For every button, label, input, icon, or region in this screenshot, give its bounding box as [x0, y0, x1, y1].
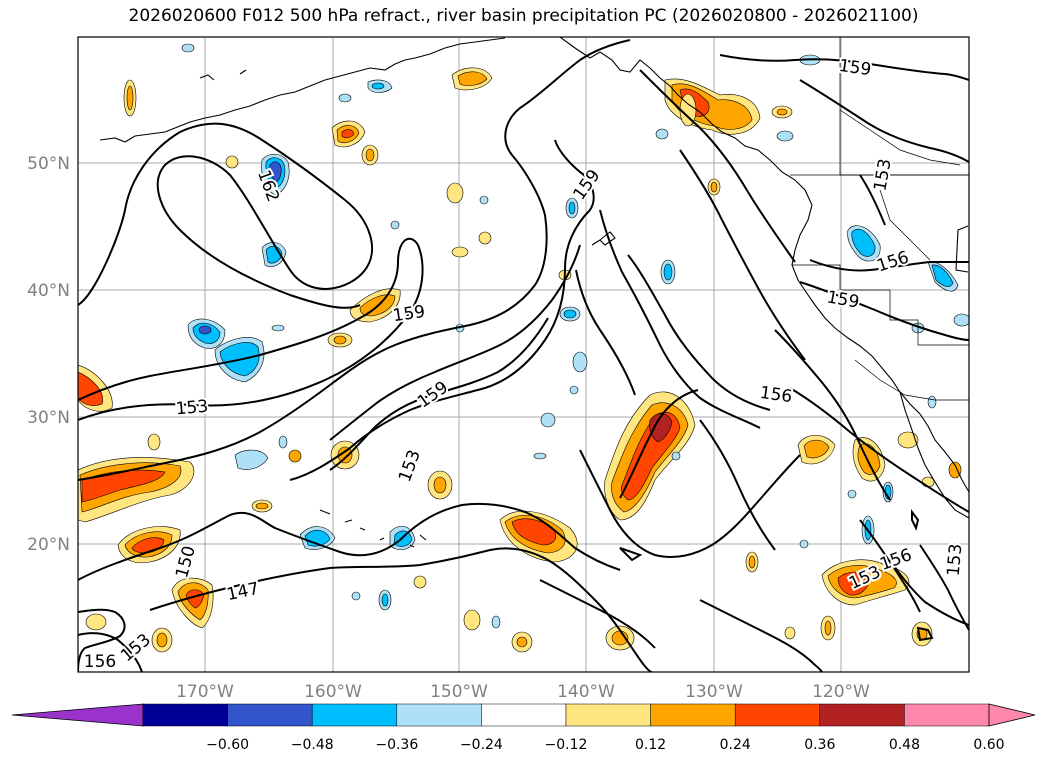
lat-label-30n: 30°N	[27, 408, 70, 428]
lat-label-20n: 20°N	[27, 535, 70, 555]
contour-label: 153	[944, 543, 967, 577]
longitude-labels: 170°W 160°W 150°W 140°W 130°W 120°W	[176, 682, 870, 702]
colorbar-tick-label: −0.36	[375, 737, 418, 753]
colorbar-tick-label: 0.12	[635, 737, 666, 753]
colorbar-tick-label: 0.24	[720, 737, 751, 753]
colorbar-tick-label: −0.24	[460, 737, 503, 753]
lon-label-160w: 160°W	[304, 682, 362, 702]
colorbar-segment	[650, 703, 736, 727]
colorbar-tick-label: 0.60	[973, 737, 1004, 753]
colorbar-tick-label: 0.36	[804, 737, 835, 753]
colorbar-tick-label: −0.48	[291, 737, 334, 753]
lat-label-50n: 50°N	[27, 154, 70, 174]
lat-label-40n: 40°N	[27, 281, 70, 301]
contour-label: 156	[84, 652, 116, 672]
lon-label-130w: 130°W	[685, 682, 743, 702]
colorbar-tick-label: −0.60	[206, 737, 249, 753]
colorbar-segment	[396, 703, 482, 727]
colorbar-extend-low	[11, 703, 144, 727]
contour-label: 159	[838, 56, 873, 80]
colorbar-segment	[734, 703, 821, 727]
contour-label: 153	[175, 397, 209, 420]
colorbar-segment	[227, 703, 313, 727]
borders	[790, 37, 969, 401]
lon-label-150w: 150°W	[430, 682, 488, 702]
colorbar-tick-label: −0.12	[545, 737, 588, 753]
lon-label-120w: 120°W	[812, 682, 870, 702]
lon-label-170w: 170°W	[176, 682, 234, 702]
map-title: 2026020600 F012 500 hPa refract., river …	[128, 6, 919, 26]
lon-label-140w: 140°W	[557, 682, 615, 702]
colorbar-segment	[904, 703, 990, 727]
colorbar-extend-high	[988, 703, 1036, 727]
colorbar-tick-label: 0.48	[889, 737, 920, 753]
colorbar-segment	[819, 703, 905, 727]
latitude-labels: 50°N 40°N 30°N 20°N	[27, 154, 70, 555]
colorbar-segment	[311, 703, 398, 727]
colorbar	[11, 703, 1036, 727]
colorbar-segment	[481, 703, 567, 727]
contour-label: 159	[392, 302, 427, 326]
colorbar-segment	[565, 703, 651, 727]
coastlines	[99, 37, 969, 548]
colorbar-segment	[142, 703, 228, 727]
refractivity-contours	[78, 39, 969, 672]
colorbar-tick-labels: −0.60 −0.48 −0.36 −0.24 −0.12 0.12 0.24 0.36 0.4…	[206, 737, 1004, 753]
map-frame	[77, 36, 970, 673]
